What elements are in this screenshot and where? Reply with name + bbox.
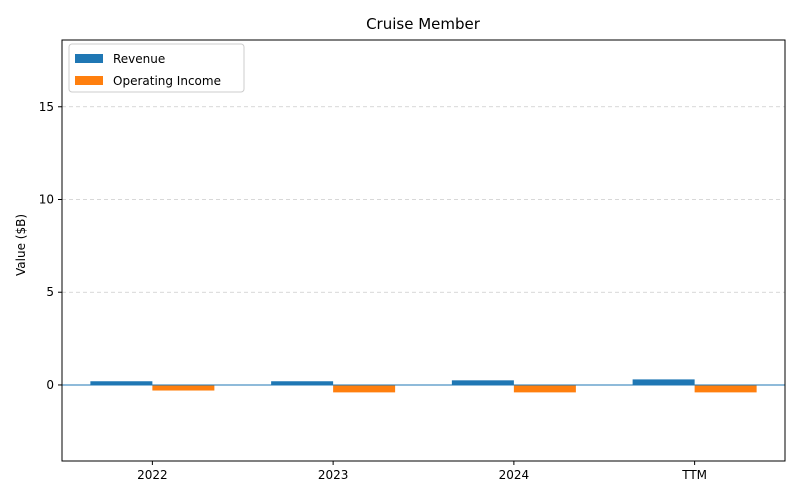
legend-label-operating-income: Operating Income <box>113 74 221 88</box>
y-axis-label: Value ($B) <box>14 214 28 276</box>
x-tick-label: 2024 <box>499 468 530 482</box>
bar-operating-income <box>513 384 576 393</box>
bar-revenue <box>632 379 695 385</box>
x-tick-label: TTM <box>681 468 707 482</box>
legend-swatch-revenue <box>75 54 103 63</box>
y-tick-label: 10 <box>39 192 54 206</box>
x-tick-label: 2023 <box>318 468 349 482</box>
bar-operating-income <box>694 384 757 393</box>
plot-area-frame <box>61 39 786 462</box>
legend-box <box>68 43 245 93</box>
legend-label-revenue: Revenue <box>113 52 165 66</box>
grid-lines <box>62 106 785 293</box>
bar-revenue <box>90 381 153 385</box>
y-tick-label: 0 <box>46 378 54 392</box>
y-tick-label: 15 <box>39 100 54 114</box>
bars <box>90 379 757 393</box>
bar-revenue <box>451 380 514 385</box>
y-tick-label: 5 <box>46 285 54 299</box>
legend-swatch-operating-income <box>75 76 103 85</box>
legend: Revenue Operating Income <box>68 43 245 93</box>
y-axis-ticks: 0 5 10 15 <box>39 100 62 392</box>
bar-operating-income <box>333 384 396 393</box>
bar-revenue <box>271 381 334 385</box>
bar-operating-income <box>152 384 215 391</box>
x-axis-ticks: 2022 2023 2024 TTM <box>137 461 707 482</box>
chart-title: Cruise Member <box>366 15 481 33</box>
x-tick-label: 2022 <box>137 468 168 482</box>
